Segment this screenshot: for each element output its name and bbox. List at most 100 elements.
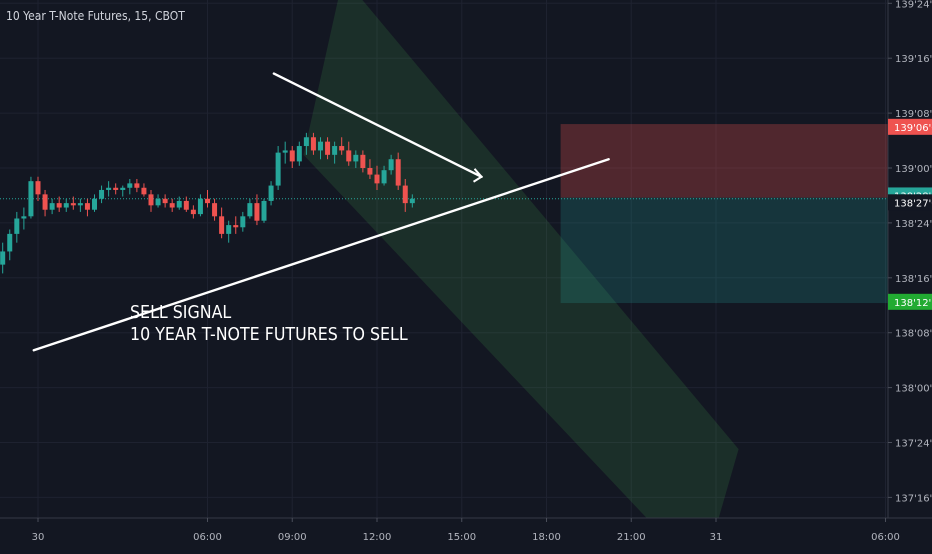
candle — [162, 194, 168, 208]
candle — [261, 198, 267, 223]
candle — [56, 196, 62, 212]
candle-body — [148, 194, 154, 206]
candle-body — [134, 183, 140, 188]
candle — [353, 150, 359, 168]
price-tick-label: 138'00'0 — [895, 384, 932, 395]
candle-body — [0, 251, 6, 265]
candle — [219, 207, 225, 239]
candle-body — [169, 203, 175, 208]
candle-body — [303, 137, 309, 147]
candle — [360, 150, 366, 173]
candle — [409, 194, 415, 208]
candle-body — [332, 146, 338, 155]
take-profit-zone — [560, 197, 932, 304]
candle-body — [318, 141, 323, 151]
candle — [21, 207, 27, 230]
candle-body — [254, 203, 260, 221]
resistance-trendline — [272, 72, 483, 178]
parallel-channel — [303, 0, 739, 554]
price-tick-label: 139'00'0 — [895, 164, 932, 175]
price-tick-label: 138'24'0 — [895, 219, 932, 230]
candle-body — [388, 159, 394, 171]
candle — [190, 205, 196, 219]
price-label-badge: 138'12'5 — [888, 293, 932, 310]
stop-loss-zone — [560, 124, 932, 198]
time-tick-label: 12:00 — [363, 532, 392, 543]
candle-body — [99, 189, 105, 199]
time-axis-background — [0, 518, 932, 550]
candle — [247, 198, 253, 219]
candle — [92, 194, 97, 212]
candle — [63, 198, 69, 212]
price-tick-label: 137'16'0 — [895, 493, 932, 504]
candle — [197, 194, 203, 217]
candle — [84, 198, 90, 217]
time-tick-label: 30 — [32, 532, 45, 543]
price-badge-bg — [888, 118, 932, 135]
price-axis: 139'24'0 139'16'0 139'08'0 139'00'0 138'24'0… — [887, 0, 932, 518]
candle-body — [402, 185, 408, 204]
candle-body — [360, 154, 366, 168]
candle-body — [367, 168, 373, 175]
time-tick-label: 18:00 — [532, 532, 561, 543]
candle-body — [7, 233, 13, 252]
candle — [14, 211, 20, 243]
candles — [0, 132, 415, 274]
candle-body — [289, 150, 295, 162]
candle-body — [233, 225, 239, 228]
price-tick-label: 138'16'0 — [895, 274, 932, 285]
candle-body — [339, 146, 345, 151]
candle — [346, 141, 352, 166]
candle — [254, 194, 260, 226]
candle-body — [212, 203, 218, 217]
candle — [127, 178, 133, 195]
candle-body — [409, 198, 415, 204]
candle-body — [162, 198, 168, 204]
price-tick-label: 139'16'0 — [895, 54, 932, 65]
time-tick-label: 09:00 — [278, 532, 307, 543]
candle-body — [84, 203, 90, 210]
candle-body — [310, 137, 316, 151]
candle-body — [190, 209, 196, 215]
candle — [7, 229, 13, 261]
candle — [0, 242, 6, 274]
candle-body — [120, 187, 126, 190]
candle-body — [113, 187, 119, 190]
price-label-badge: 138'27'0 — [888, 194, 932, 211]
candle-body — [275, 152, 281, 186]
candle — [155, 194, 161, 208]
candle — [141, 183, 147, 197]
candle — [183, 196, 189, 212]
annotation-line-2: 10 YEAR T-NOTE FUTURES TO SELL — [130, 324, 408, 345]
candle-body — [381, 170, 387, 184]
annotation-line-1: SELL SIGNAL — [130, 302, 232, 323]
candle — [402, 178, 408, 212]
candle-body — [14, 218, 20, 234]
candle — [169, 198, 175, 212]
candle — [282, 141, 288, 164]
candle — [339, 137, 345, 155]
price-label-badge: 139'06'0 — [888, 118, 932, 135]
price-badge-text: 139'06'0 — [894, 123, 932, 134]
candle-body — [63, 203, 69, 208]
candle — [77, 198, 83, 212]
candle-body — [296, 146, 302, 162]
candle-body — [346, 150, 352, 162]
symbol-title: 10 Year T-Note Futures, 15, CBOT — [6, 9, 185, 23]
candle-body — [374, 174, 380, 184]
candle — [120, 185, 126, 197]
candle — [268, 181, 274, 206]
candle-body — [155, 198, 161, 206]
candle-body — [247, 203, 253, 217]
price-tick-label: 139'08'0 — [895, 109, 932, 120]
candle-body — [219, 216, 225, 234]
candle-body — [282, 150, 288, 153]
candle-body — [395, 159, 401, 186]
time-tick-label: 06:00 — [871, 532, 900, 543]
candle-body — [176, 200, 182, 208]
price-badge-bg — [888, 293, 932, 310]
time-tick-label: 31 — [710, 532, 723, 543]
